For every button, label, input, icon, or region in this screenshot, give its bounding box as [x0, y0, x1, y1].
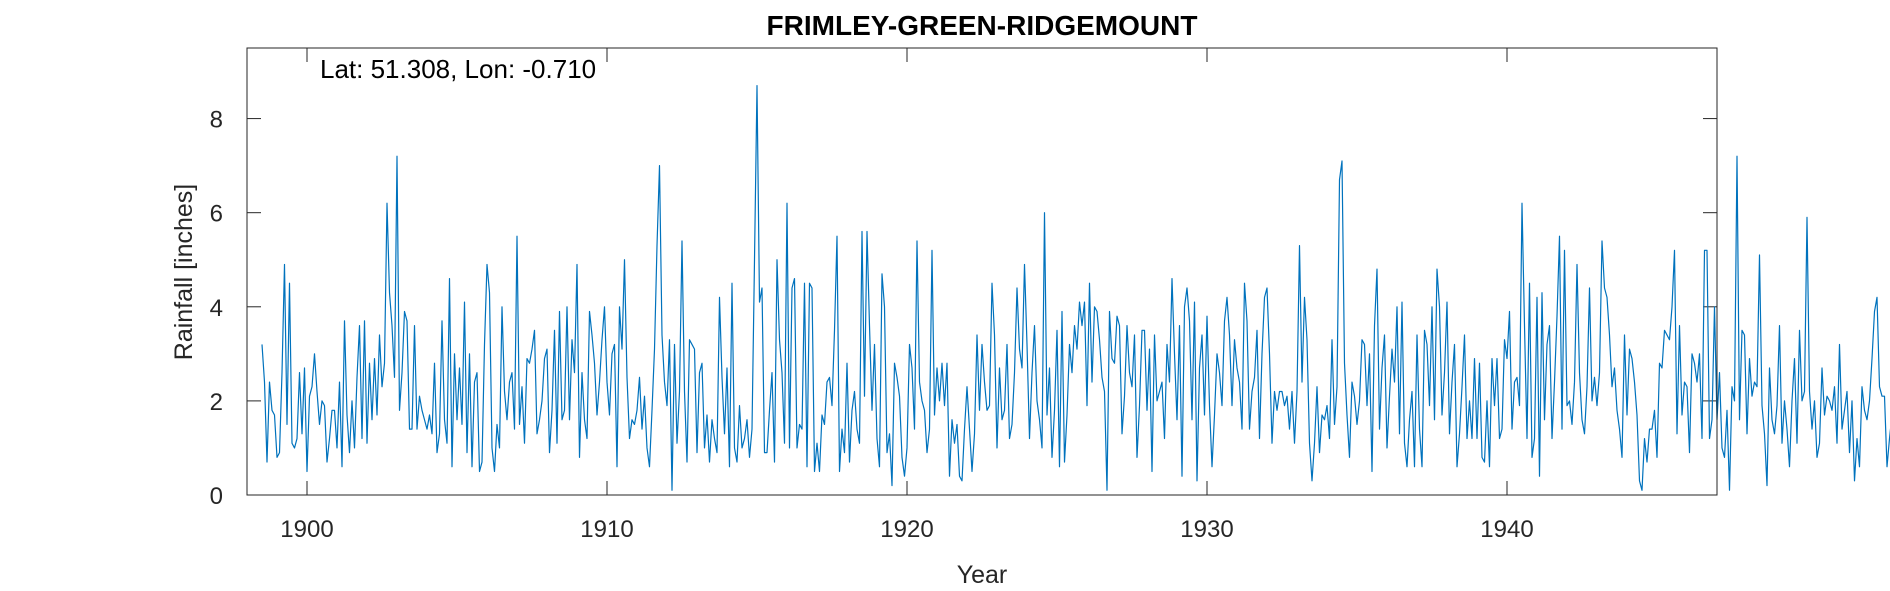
y-tick-label: 8	[210, 107, 223, 134]
y-tick-label: 6	[210, 201, 223, 228]
y-axis-label: Rainfall [inches]	[170, 184, 198, 360]
x-tick-label: 1930	[1180, 516, 1233, 543]
y-tick-label: 4	[210, 295, 223, 322]
x-tick-label: 1900	[280, 516, 333, 543]
location-annotation: Lat: 51.308, Lon: -0.710	[320, 54, 596, 84]
axes-box	[246, 47, 1718, 496]
y-tick-label: 0	[210, 483, 223, 510]
x-tick-label: 1940	[1480, 516, 1533, 543]
rainfall-series-line	[261, 85, 1890, 491]
x-tick-label: 1920	[880, 516, 933, 543]
chart-title: FRIMLEY-GREEN-RIDGEMOUNT	[767, 10, 1198, 41]
y-tick-label: 2	[210, 389, 223, 416]
tick-labels: 1900 1910 1920 1930 1940 0 2 4 6 8	[210, 107, 1534, 543]
x-tick-label: 1910	[580, 516, 633, 543]
x-axis-label: Year	[957, 561, 1008, 589]
